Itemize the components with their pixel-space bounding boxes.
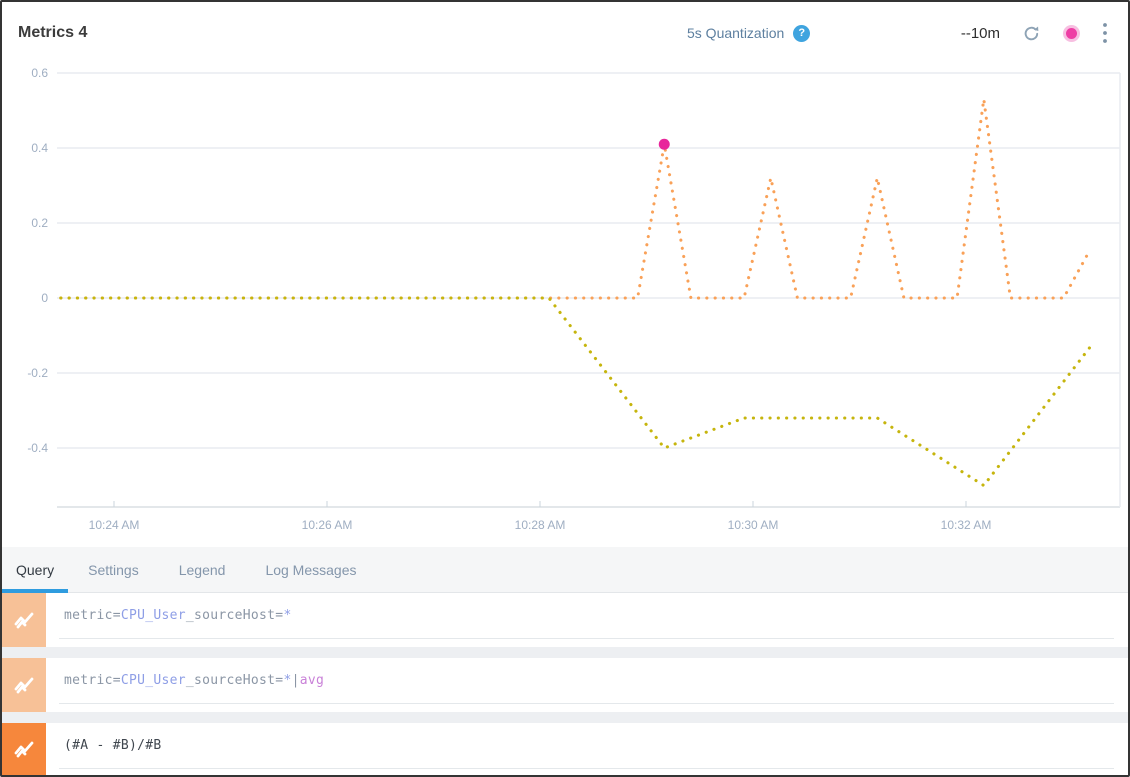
metrics-zigzag-icon[interactable] — [2, 723, 46, 775]
query-row-c: (#A - #B)/#B — [2, 723, 1128, 775]
metrics-zigzag-icon[interactable] — [2, 593, 46, 647]
series-query-A-result — [59, 99, 1092, 300]
query-input-b[interactable]: metric= CPU_User _sourceHost= * | avg — [59, 658, 1114, 704]
tab-settings[interactable]: Settings — [88, 561, 139, 578]
y-tick-label: -0.4 — [27, 441, 48, 455]
help-icon[interactable]: ? — [793, 24, 811, 42]
y-tick-label: -0.2 — [27, 366, 48, 380]
y-tick-label: 0.6 — [31, 66, 48, 80]
x-tick-label: 10:32 AM — [941, 518, 992, 532]
query-token: _sourceHost= — [185, 608, 284, 623]
y-tick-label: 0 — [41, 291, 48, 305]
y-tick-label: 0.2 — [31, 216, 48, 230]
query-token: avg — [299, 673, 325, 688]
x-tick-label: 10:26 AM — [302, 518, 353, 532]
row-divider — [2, 712, 1128, 723]
live-status-dot — [1066, 27, 1077, 39]
metrics-chart[interactable]: 0.6 0.4 0.2 0 -0.2 -0.4 10:24 AM 10:26 AM 10:28 … — [2, 2, 1130, 547]
quantization-label: 5s Quantization — [687, 25, 785, 41]
query-input-c[interactable]: (#A - #B)/#B — [59, 723, 1114, 769]
refresh-icon[interactable] — [1022, 24, 1041, 43]
query-token: CPU_User — [120, 608, 186, 623]
x-tick-label: 10:30 AM — [728, 518, 779, 532]
query-token: (#A - #B)/#B — [64, 738, 162, 753]
x-tick-label: 10:28 AM — [515, 518, 566, 532]
kebab-menu-icon[interactable] — [1102, 22, 1108, 44]
query-list: metric= CPU_User _sourceHost= * metric= CPU… — [2, 593, 1128, 775]
query-row-b: metric= CPU_User _sourceHost= * | avg — [2, 658, 1128, 712]
selected-point-marker — [658, 138, 670, 150]
time-range-button[interactable]: --10m — [960, 24, 1000, 42]
query-token: _sourceHost= — [185, 673, 284, 688]
query-token: * — [283, 608, 292, 623]
x-tick-label: 10:24 AM — [89, 518, 140, 532]
row-divider — [2, 647, 1128, 658]
series-query-B-result — [59, 296, 1092, 488]
query-input-a[interactable]: metric= CPU_User _sourceHost= * — [59, 593, 1114, 639]
query-token: CPU_User — [120, 673, 186, 688]
query-token: metric= — [64, 673, 121, 688]
metrics-zigzag-icon[interactable] — [2, 658, 46, 712]
live-status-icon[interactable] — [1063, 24, 1080, 42]
tab-log-messages[interactable]: Log Messages — [265, 561, 357, 578]
query-row-a: metric= CPU_User _sourceHost= * — [2, 593, 1128, 647]
query-token: metric= — [64, 608, 121, 623]
query-token: | — [291, 673, 300, 688]
tab-query[interactable]: Query — [2, 547, 69, 593]
bottom-tab-bar: Query Settings Legend Log Messages — [2, 547, 1128, 593]
query-token: * — [283, 673, 292, 688]
tab-legend[interactable]: Legend — [178, 561, 226, 578]
page-title: Metrics 4 — [18, 24, 88, 41]
panel-header: Metrics 4 5s Quantization ? --10m — [2, 2, 1128, 64]
quantization-group: 5s Quantization ? — [687, 2, 811, 64]
header-actions: --10m — [961, 2, 1108, 64]
y-tick-label: 0.4 — [31, 141, 48, 155]
